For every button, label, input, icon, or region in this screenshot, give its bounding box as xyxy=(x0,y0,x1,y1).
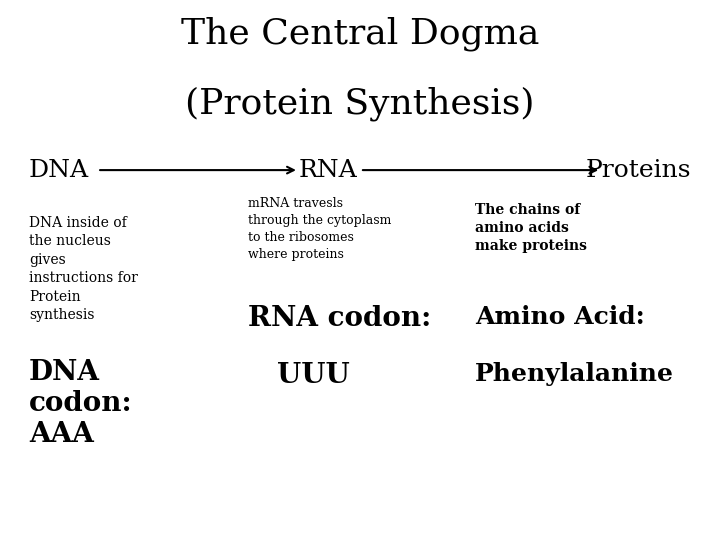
Text: Amino Acid:: Amino Acid: xyxy=(475,305,645,329)
Text: RNA codon:: RNA codon: xyxy=(248,305,432,332)
Text: mRNA travesls
through the cytoplasm
to the ribosomes
where proteins: mRNA travesls through the cytoplasm to t… xyxy=(248,197,392,261)
Text: Proteins: Proteins xyxy=(585,159,691,181)
Text: UUU: UUU xyxy=(277,362,350,389)
Text: Phenylalanine: Phenylalanine xyxy=(475,362,674,386)
Text: (Protein Synthesis): (Protein Synthesis) xyxy=(185,86,535,121)
Text: RNA: RNA xyxy=(298,159,357,181)
Text: The chains of
amino acids
make proteins: The chains of amino acids make proteins xyxy=(475,202,588,253)
Text: DNA inside of
the nucleus
gives
instructions for
Protein
synthesis: DNA inside of the nucleus gives instruct… xyxy=(29,216,138,322)
Text: DNA: DNA xyxy=(29,159,89,181)
Text: DNA
codon:
AAA: DNA codon: AAA xyxy=(29,359,132,449)
Text: The Central Dogma: The Central Dogma xyxy=(181,16,539,51)
